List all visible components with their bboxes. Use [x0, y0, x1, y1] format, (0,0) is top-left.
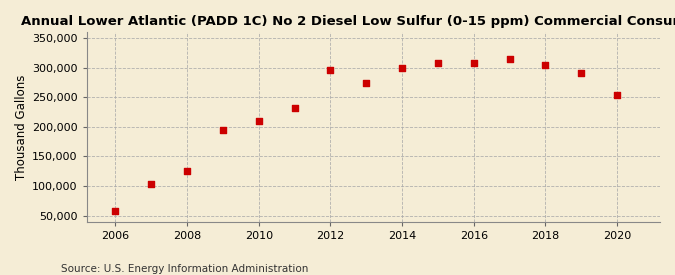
Point	[468, 60, 479, 65]
Point	[325, 68, 336, 73]
Point	[540, 62, 551, 67]
Point	[361, 81, 372, 85]
Point	[576, 71, 587, 76]
Y-axis label: Thousand Gallons: Thousand Gallons	[15, 74, 28, 180]
Point	[253, 119, 264, 123]
Point	[289, 106, 300, 110]
Point	[217, 128, 228, 133]
Point	[182, 169, 192, 173]
Point	[504, 56, 515, 61]
Point	[433, 61, 443, 65]
Point	[612, 93, 622, 97]
Text: Source: U.S. Energy Information Administration: Source: U.S. Energy Information Administ…	[61, 264, 308, 274]
Title: Annual Lower Atlantic (PADD 1C) No 2 Diesel Low Sulfur (0-15 ppm) Commercial Con: Annual Lower Atlantic (PADD 1C) No 2 Die…	[22, 15, 675, 28]
Point	[397, 65, 408, 70]
Point	[110, 209, 121, 213]
Point	[146, 182, 157, 186]
